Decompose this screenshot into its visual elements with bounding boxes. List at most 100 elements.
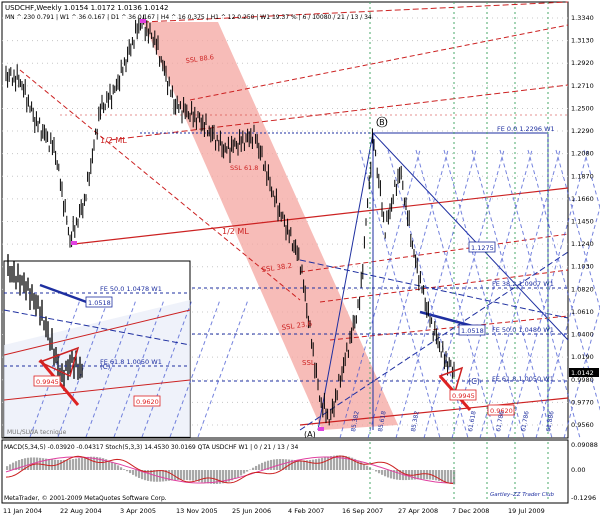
ssl-upper-label: SSL 61.8 <box>230 164 258 172</box>
price-label: 1.2290 <box>571 127 594 135</box>
macd-bar <box>246 470 248 472</box>
macd-bar <box>51 459 53 470</box>
fe-500-label: FE 50.0 1.0480 W1 <box>492 326 554 334</box>
macd-bar <box>396 470 398 480</box>
box-0518-label: 1.0518 <box>461 327 484 335</box>
price-label: 0.9560 <box>571 421 594 429</box>
price-label: 1.1240 <box>571 240 594 248</box>
price-label: 1.0400 <box>571 331 594 339</box>
pivot-low-marker <box>71 241 77 245</box>
macd-bar <box>183 470 185 480</box>
macd-bar <box>186 470 188 480</box>
macd-axis-top: 0.09088 <box>571 441 598 449</box>
point-c-label: (C) <box>468 377 480 386</box>
macd-bar <box>75 459 77 470</box>
macd-bar <box>381 470 383 475</box>
pivot-a-marker <box>318 427 324 431</box>
macd-bar <box>81 458 83 470</box>
macd-bar <box>78 458 80 470</box>
macd-bar <box>378 470 380 473</box>
macd-bar <box>159 470 161 482</box>
macd-bar <box>243 470 245 474</box>
macd-bar <box>285 459 287 470</box>
watermark: Gartley–ZZ Trader Club <box>490 492 555 498</box>
price-label: 1.2080 <box>571 150 594 158</box>
time-label: 7 Dec 2008 <box>452 507 489 515</box>
macd-bar <box>435 470 437 480</box>
price-label: 1.2920 <box>571 59 594 67</box>
macd-bar <box>315 459 317 470</box>
price-label: 1.0820 <box>571 285 594 293</box>
macd-bar <box>66 460 68 470</box>
macd-bar <box>126 470 128 471</box>
symbol-line: USDCHF,Weekly 1.0154 1.0172 1.0136 1.014… <box>5 4 169 12</box>
price-label: 1.0190 <box>571 353 594 361</box>
box-1275-label: 1.1275 <box>471 244 494 252</box>
macd-bar <box>327 457 329 470</box>
time-label: 19 Jul 2009 <box>508 507 545 515</box>
fe-618-label: FE 61.8 1.0050 W1 <box>492 375 554 383</box>
price-label: 1.3130 <box>571 37 594 45</box>
macd-bar <box>84 457 86 470</box>
half-ml-upper-label: 1/2 ML <box>100 136 127 145</box>
macd-bar <box>129 470 131 473</box>
macd-bar <box>192 470 194 481</box>
price-label: 1.1030 <box>571 263 594 271</box>
macd-bar <box>426 470 428 479</box>
copyright: MetaTrader, © 2001-2009 MetaQuotes Softw… <box>4 495 167 502</box>
price-label: 1.1450 <box>571 218 594 226</box>
macd-bar <box>189 470 191 480</box>
macd-bar <box>273 459 275 470</box>
point-a-label: (A) <box>304 430 316 439</box>
inset-box-0518-label: 1.0518 <box>88 299 111 307</box>
macd-bar <box>420 470 422 479</box>
macd-bar <box>363 464 365 470</box>
time-label: 3 Apr 2005 <box>120 507 156 515</box>
indicator-line: MN ^ 230 0.791 | W1 ^ 36 0.167 | D1 ^ 36… <box>5 14 372 21</box>
macd-bar <box>48 459 50 470</box>
macd-bar <box>162 470 164 481</box>
macd-bar <box>114 464 116 470</box>
macd-bar <box>309 460 311 470</box>
macd-bar <box>174 470 176 480</box>
fe-00-label: FE 0.0 1.2296 W1 <box>497 125 555 133</box>
macd-bar <box>27 458 29 470</box>
macd-bar <box>270 460 272 470</box>
macd-axis-bottom: -0.1296 <box>571 494 596 502</box>
macd-bar <box>237 470 239 477</box>
macd-bar <box>90 457 92 470</box>
macd-bar <box>72 459 74 470</box>
time-label: 11 Jan 2004 <box>3 507 42 515</box>
macd-bar <box>9 464 11 470</box>
fe-382-label: FE 38.2 1.0907 W1 <box>492 280 554 288</box>
price-label: 1.2500 <box>571 104 594 112</box>
macd-bar <box>261 463 263 470</box>
inset-fe-500-label: FE 50.0 1.0478 W1 <box>100 285 162 293</box>
macd-bar <box>384 470 386 476</box>
macd-bar <box>444 470 446 482</box>
macd-bar <box>423 470 425 479</box>
inset-box-red-1-label: 0.9945 <box>36 378 59 386</box>
macd-bar <box>387 470 389 477</box>
macd-bar <box>318 459 320 470</box>
macd-bar <box>321 458 323 470</box>
macd-bar <box>111 462 113 470</box>
box-red-1-label: 0.9945 <box>452 392 475 400</box>
time-label: 16 Sep 2007 <box>342 507 383 515</box>
macd-bar <box>69 459 71 470</box>
time-label: 25 Jun 2006 <box>232 507 271 515</box>
price-label: 1.1870 <box>571 172 594 180</box>
macd-bar <box>234 470 236 479</box>
macd-bar <box>204 470 206 483</box>
macd-bar <box>132 470 134 475</box>
price-label: 1.2710 <box>571 82 594 90</box>
price-label: 1.3340 <box>571 14 594 22</box>
macd-bar <box>258 464 260 470</box>
macd-bar <box>450 470 452 484</box>
macd-bar <box>21 459 23 470</box>
macd-axis-mid: 0.00 <box>571 466 585 474</box>
macd-bar <box>120 467 122 470</box>
macd-bar <box>276 459 278 470</box>
